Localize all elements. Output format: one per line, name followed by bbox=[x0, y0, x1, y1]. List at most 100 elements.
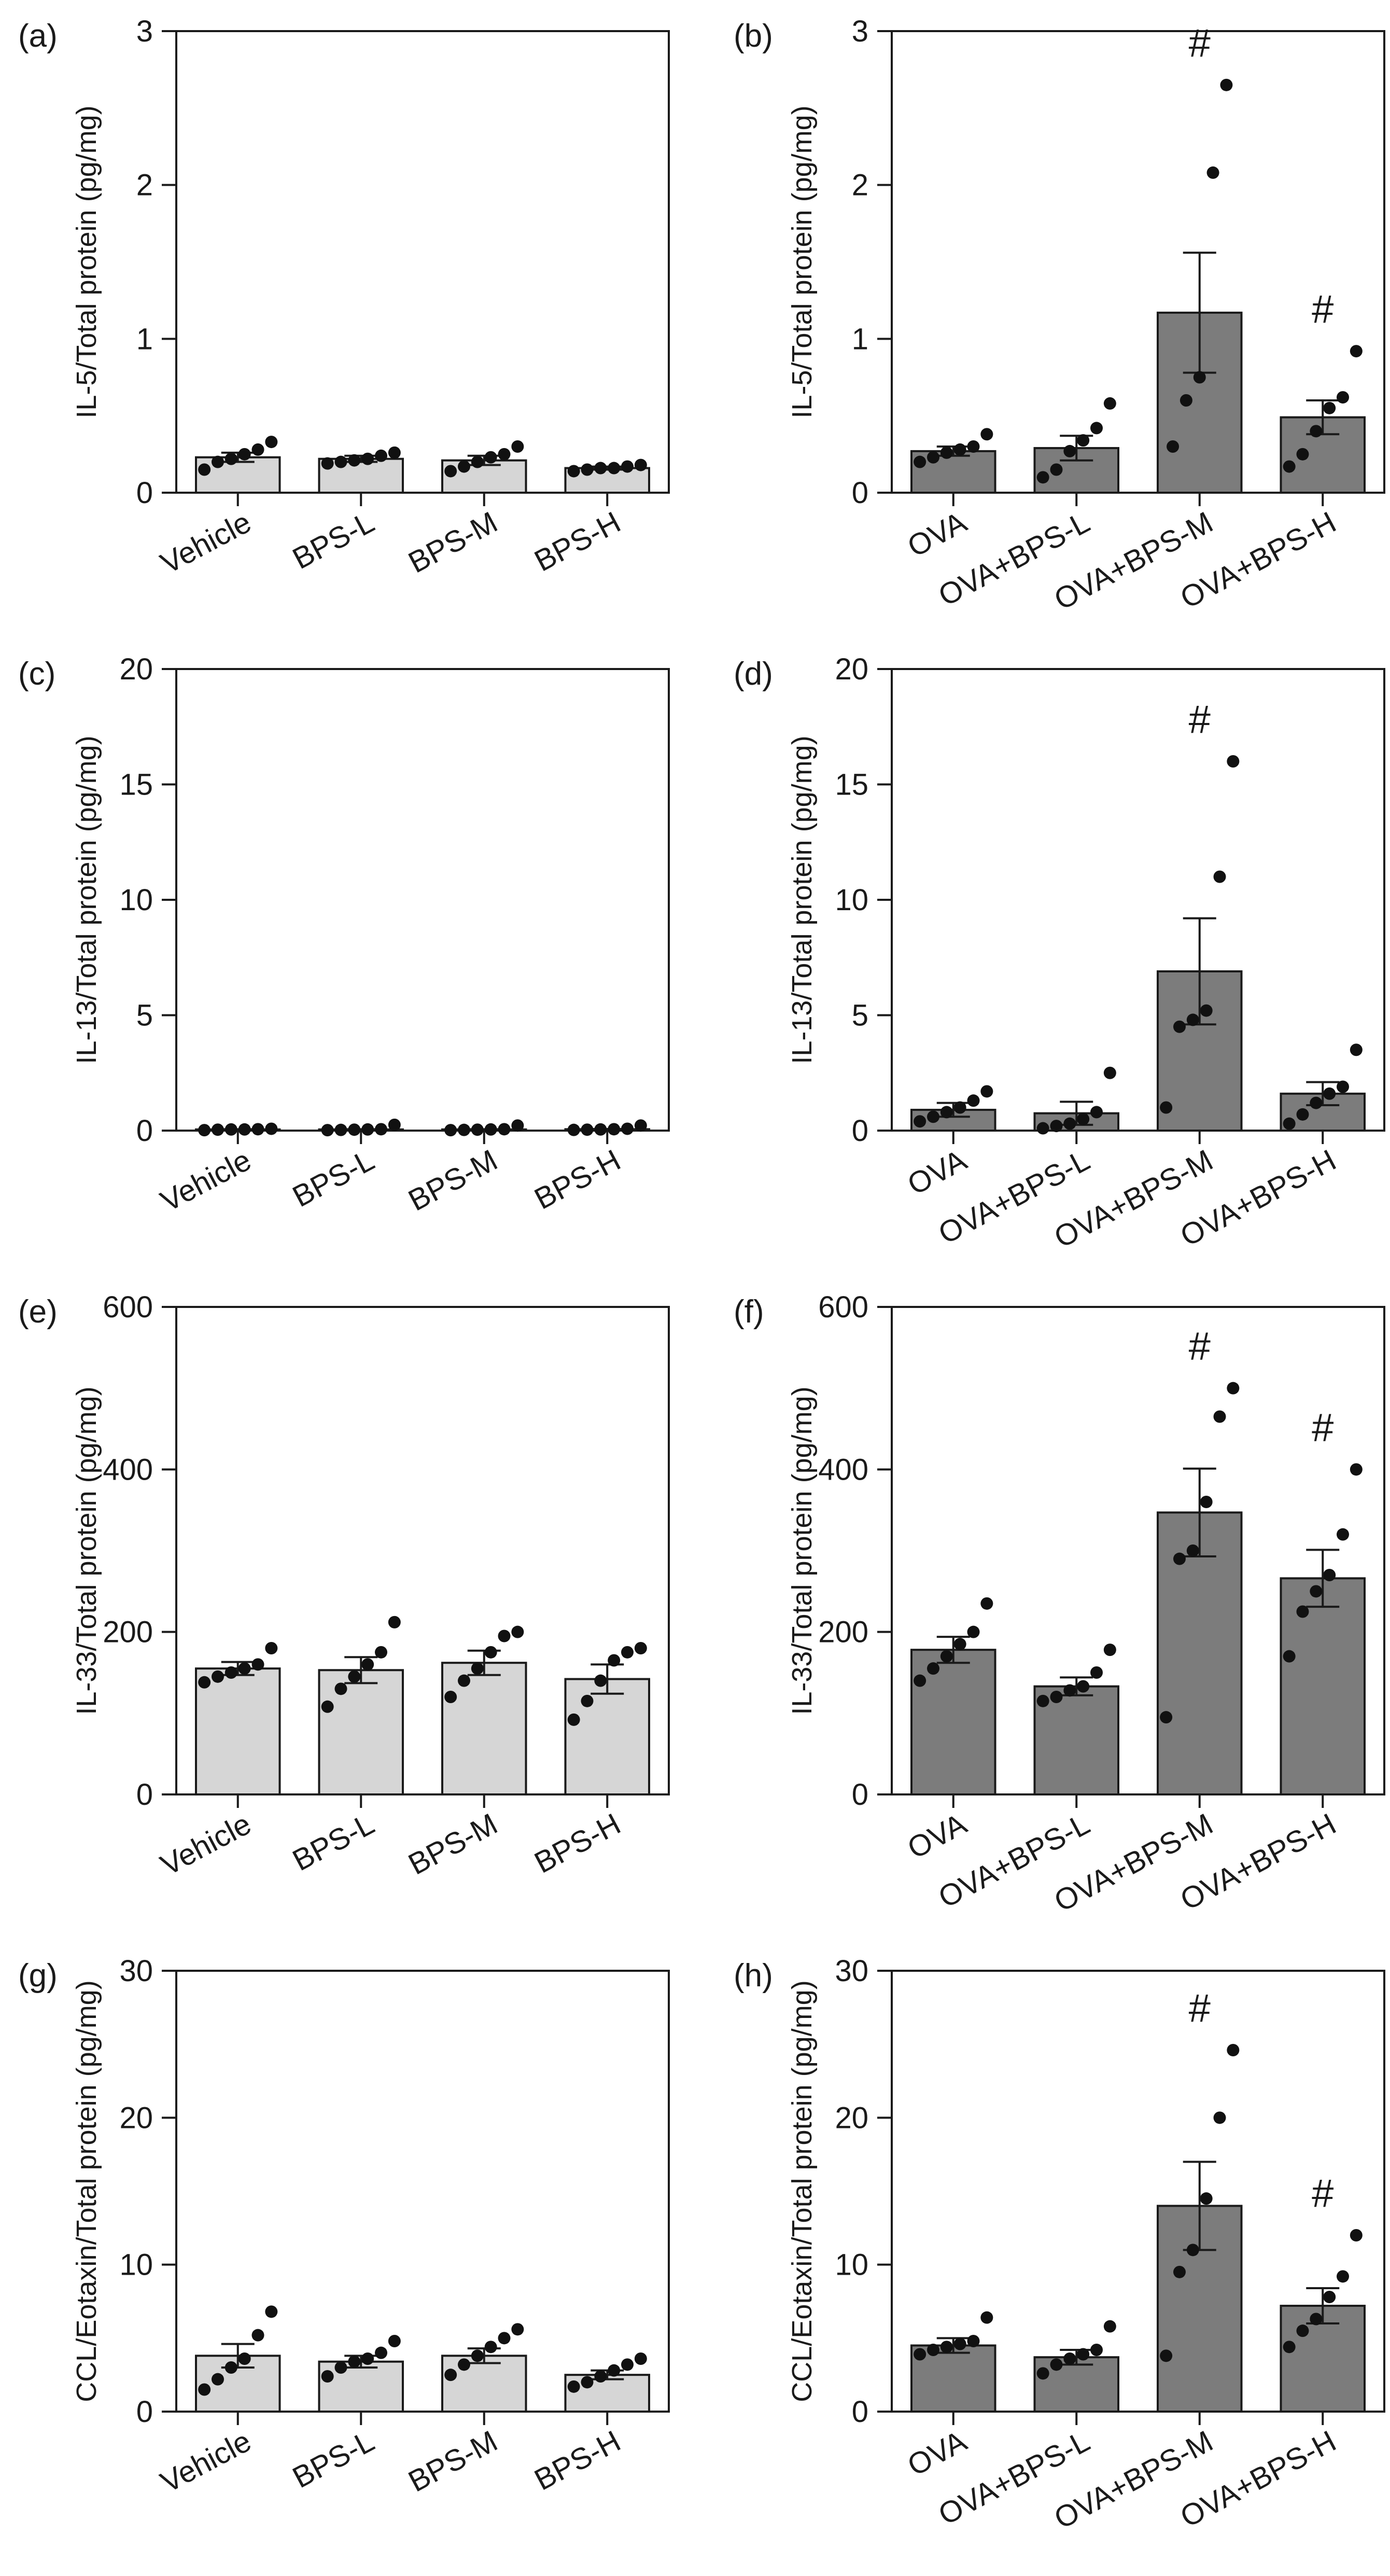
panel-h: (h) 0 10 20 30 CCL/Eotaxin/Total protein (pg/… bbox=[734, 1954, 1385, 2536]
data-point bbox=[1323, 2291, 1336, 2303]
data-point bbox=[251, 2329, 264, 2342]
y-axis-title: IL-13/Total protein (pg/mg) bbox=[71, 735, 102, 1064]
x-tick-label: OVA bbox=[902, 2424, 972, 2483]
data-point bbox=[457, 1674, 470, 1687]
data-point bbox=[321, 1124, 334, 1137]
data-point bbox=[1077, 1112, 1090, 1125]
data-point bbox=[224, 2361, 237, 2374]
data-point bbox=[1077, 434, 1090, 447]
panel-label: (h) bbox=[734, 1958, 773, 1994]
data-point bbox=[198, 2383, 211, 2396]
data-point bbox=[567, 1713, 580, 1726]
data-point bbox=[211, 1123, 224, 1136]
data-point bbox=[361, 452, 374, 465]
data-point bbox=[444, 1124, 457, 1137]
y-tick-label: 0 bbox=[852, 1114, 868, 1148]
data-point bbox=[251, 443, 264, 456]
data-point bbox=[321, 2370, 334, 2383]
data-point bbox=[1283, 1117, 1296, 1130]
data-point bbox=[914, 455, 926, 468]
data-point bbox=[634, 458, 647, 471]
data-point bbox=[388, 446, 401, 459]
data-point bbox=[484, 1123, 497, 1136]
data-point bbox=[375, 2346, 388, 2359]
data-point bbox=[251, 1658, 264, 1671]
data-point bbox=[1310, 2313, 1323, 2326]
x-tick-label: BPS-H bbox=[529, 505, 626, 578]
data-point bbox=[471, 1123, 484, 1136]
data-point bbox=[1036, 2367, 1049, 2380]
data-point bbox=[940, 446, 953, 459]
data-point bbox=[980, 1085, 993, 1098]
data-point bbox=[457, 460, 470, 473]
plot-frame bbox=[891, 668, 1385, 1132]
y-tick-label: 10 bbox=[835, 883, 868, 917]
data-point bbox=[980, 1597, 993, 1610]
y-tick-label: 5 bbox=[136, 999, 153, 1033]
y-tick-label: 5 bbox=[852, 999, 868, 1033]
data-point bbox=[567, 2380, 580, 2393]
significance-marker: # bbox=[1189, 21, 1211, 65]
y-tick-label: 0 bbox=[852, 2395, 868, 2429]
data-point bbox=[348, 2355, 361, 2368]
data-point bbox=[198, 463, 211, 476]
bar bbox=[910, 1649, 996, 1795]
data-point bbox=[1296, 1605, 1309, 1618]
data-point bbox=[265, 1122, 278, 1135]
panel-label: (d) bbox=[734, 656, 773, 692]
data-point bbox=[1213, 2111, 1226, 2124]
data-point bbox=[1173, 2265, 1186, 2278]
data-point bbox=[1173, 1552, 1186, 1565]
y-tick-label: 600 bbox=[818, 1290, 868, 1324]
data-point bbox=[224, 1123, 237, 1136]
data-point bbox=[1090, 1106, 1103, 1119]
x-tick-label: Vehicle bbox=[155, 505, 257, 580]
data-point bbox=[1173, 1020, 1186, 1033]
data-point bbox=[940, 1106, 953, 1119]
data-point bbox=[940, 2341, 953, 2354]
data-point bbox=[1193, 371, 1206, 384]
data-point bbox=[471, 1662, 484, 1675]
data-point bbox=[348, 1670, 361, 1683]
data-point bbox=[634, 1642, 647, 1654]
data-point bbox=[926, 1662, 939, 1675]
data-point bbox=[1090, 422, 1103, 435]
x-tick-label: Vehicle bbox=[155, 1143, 257, 1218]
data-point bbox=[1103, 1066, 1116, 1079]
data-point bbox=[1227, 1382, 1240, 1395]
y-tick-label: 3 bbox=[852, 15, 868, 48]
y-tick-label: 30 bbox=[835, 1954, 868, 1988]
y-axis-title: IL-33/Total protein (pg/mg) bbox=[71, 1386, 102, 1715]
x-tick-label: BPS-L bbox=[287, 1143, 380, 1214]
y-tick-label: 15 bbox=[119, 768, 153, 802]
data-point bbox=[581, 2376, 594, 2389]
data-point bbox=[1227, 2044, 1240, 2056]
y-tick-label: 2 bbox=[136, 169, 153, 202]
bar bbox=[195, 1667, 281, 1796]
y-tick-label: 0 bbox=[136, 476, 153, 510]
data-point bbox=[1323, 401, 1336, 414]
data-point bbox=[1283, 1650, 1296, 1663]
data-point bbox=[1103, 397, 1116, 410]
significance-marker: # bbox=[1312, 287, 1333, 331]
data-point bbox=[1337, 2270, 1350, 2283]
data-point bbox=[1296, 2324, 1309, 2337]
data-point bbox=[471, 2349, 484, 2362]
data-point bbox=[251, 1123, 264, 1136]
data-point bbox=[1167, 440, 1180, 453]
data-point bbox=[444, 465, 457, 478]
data-point bbox=[608, 462, 621, 475]
data-point bbox=[967, 2335, 980, 2347]
panel-label: (f) bbox=[734, 1294, 764, 1330]
data-point bbox=[1077, 1680, 1090, 1693]
data-point bbox=[1310, 1585, 1323, 1598]
plot-frame bbox=[175, 668, 670, 1132]
y-tick-label: 30 bbox=[119, 1954, 153, 1988]
x-tick-label: BPS-L bbox=[287, 505, 380, 576]
data-point bbox=[1050, 1120, 1063, 1133]
data-point bbox=[634, 2352, 647, 2365]
data-point bbox=[375, 1646, 388, 1659]
data-point bbox=[1296, 1108, 1309, 1121]
panel-label: (e) bbox=[18, 1294, 58, 1330]
data-point bbox=[608, 2364, 621, 2377]
